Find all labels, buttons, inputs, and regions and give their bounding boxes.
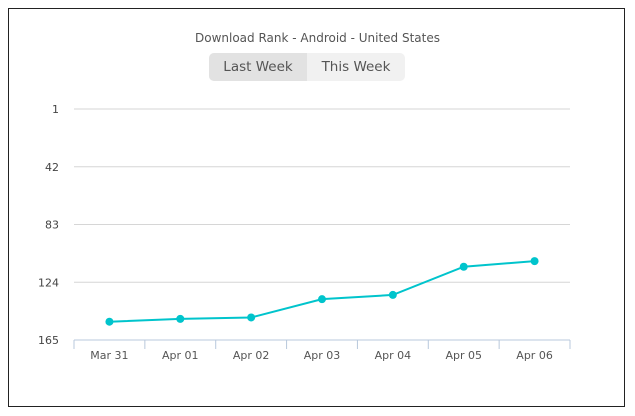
week-toggle[interactable]: Last Week This Week <box>209 53 405 81</box>
last-week-button[interactable]: Last Week <box>209 53 307 81</box>
this-week-button[interactable]: This Week <box>321 59 391 75</box>
y-tick-label: 1 <box>52 103 59 116</box>
data-point <box>247 313 256 322</box>
x-tick-label: Apr 01 <box>162 349 199 362</box>
chart-title: Download Rank - Android - United States <box>194 31 440 45</box>
y-tick-label: 124 <box>38 276 59 289</box>
y-tick-label: 165 <box>38 334 59 347</box>
data-point <box>105 317 114 326</box>
y-tick-label: 42 <box>45 161 59 174</box>
data-point <box>459 262 468 271</box>
data-point <box>318 295 326 304</box>
data-point <box>388 290 397 299</box>
x-tick-label: Mar 31 <box>90 349 128 362</box>
x-tick-label: Apr 02 <box>233 349 270 362</box>
x-tick-label: Apr 05 <box>445 349 482 362</box>
data-point <box>530 257 539 266</box>
data-point <box>176 314 185 323</box>
x-tick-label: Apr 04 <box>375 349 412 362</box>
x-tick-label: Apr 03 <box>304 349 341 362</box>
chart-frame <box>8 8 625 407</box>
x-tick-label: Apr 06 <box>516 349 553 362</box>
y-tick-label: 83 <box>45 219 59 232</box>
series-line <box>109 260 535 323</box>
